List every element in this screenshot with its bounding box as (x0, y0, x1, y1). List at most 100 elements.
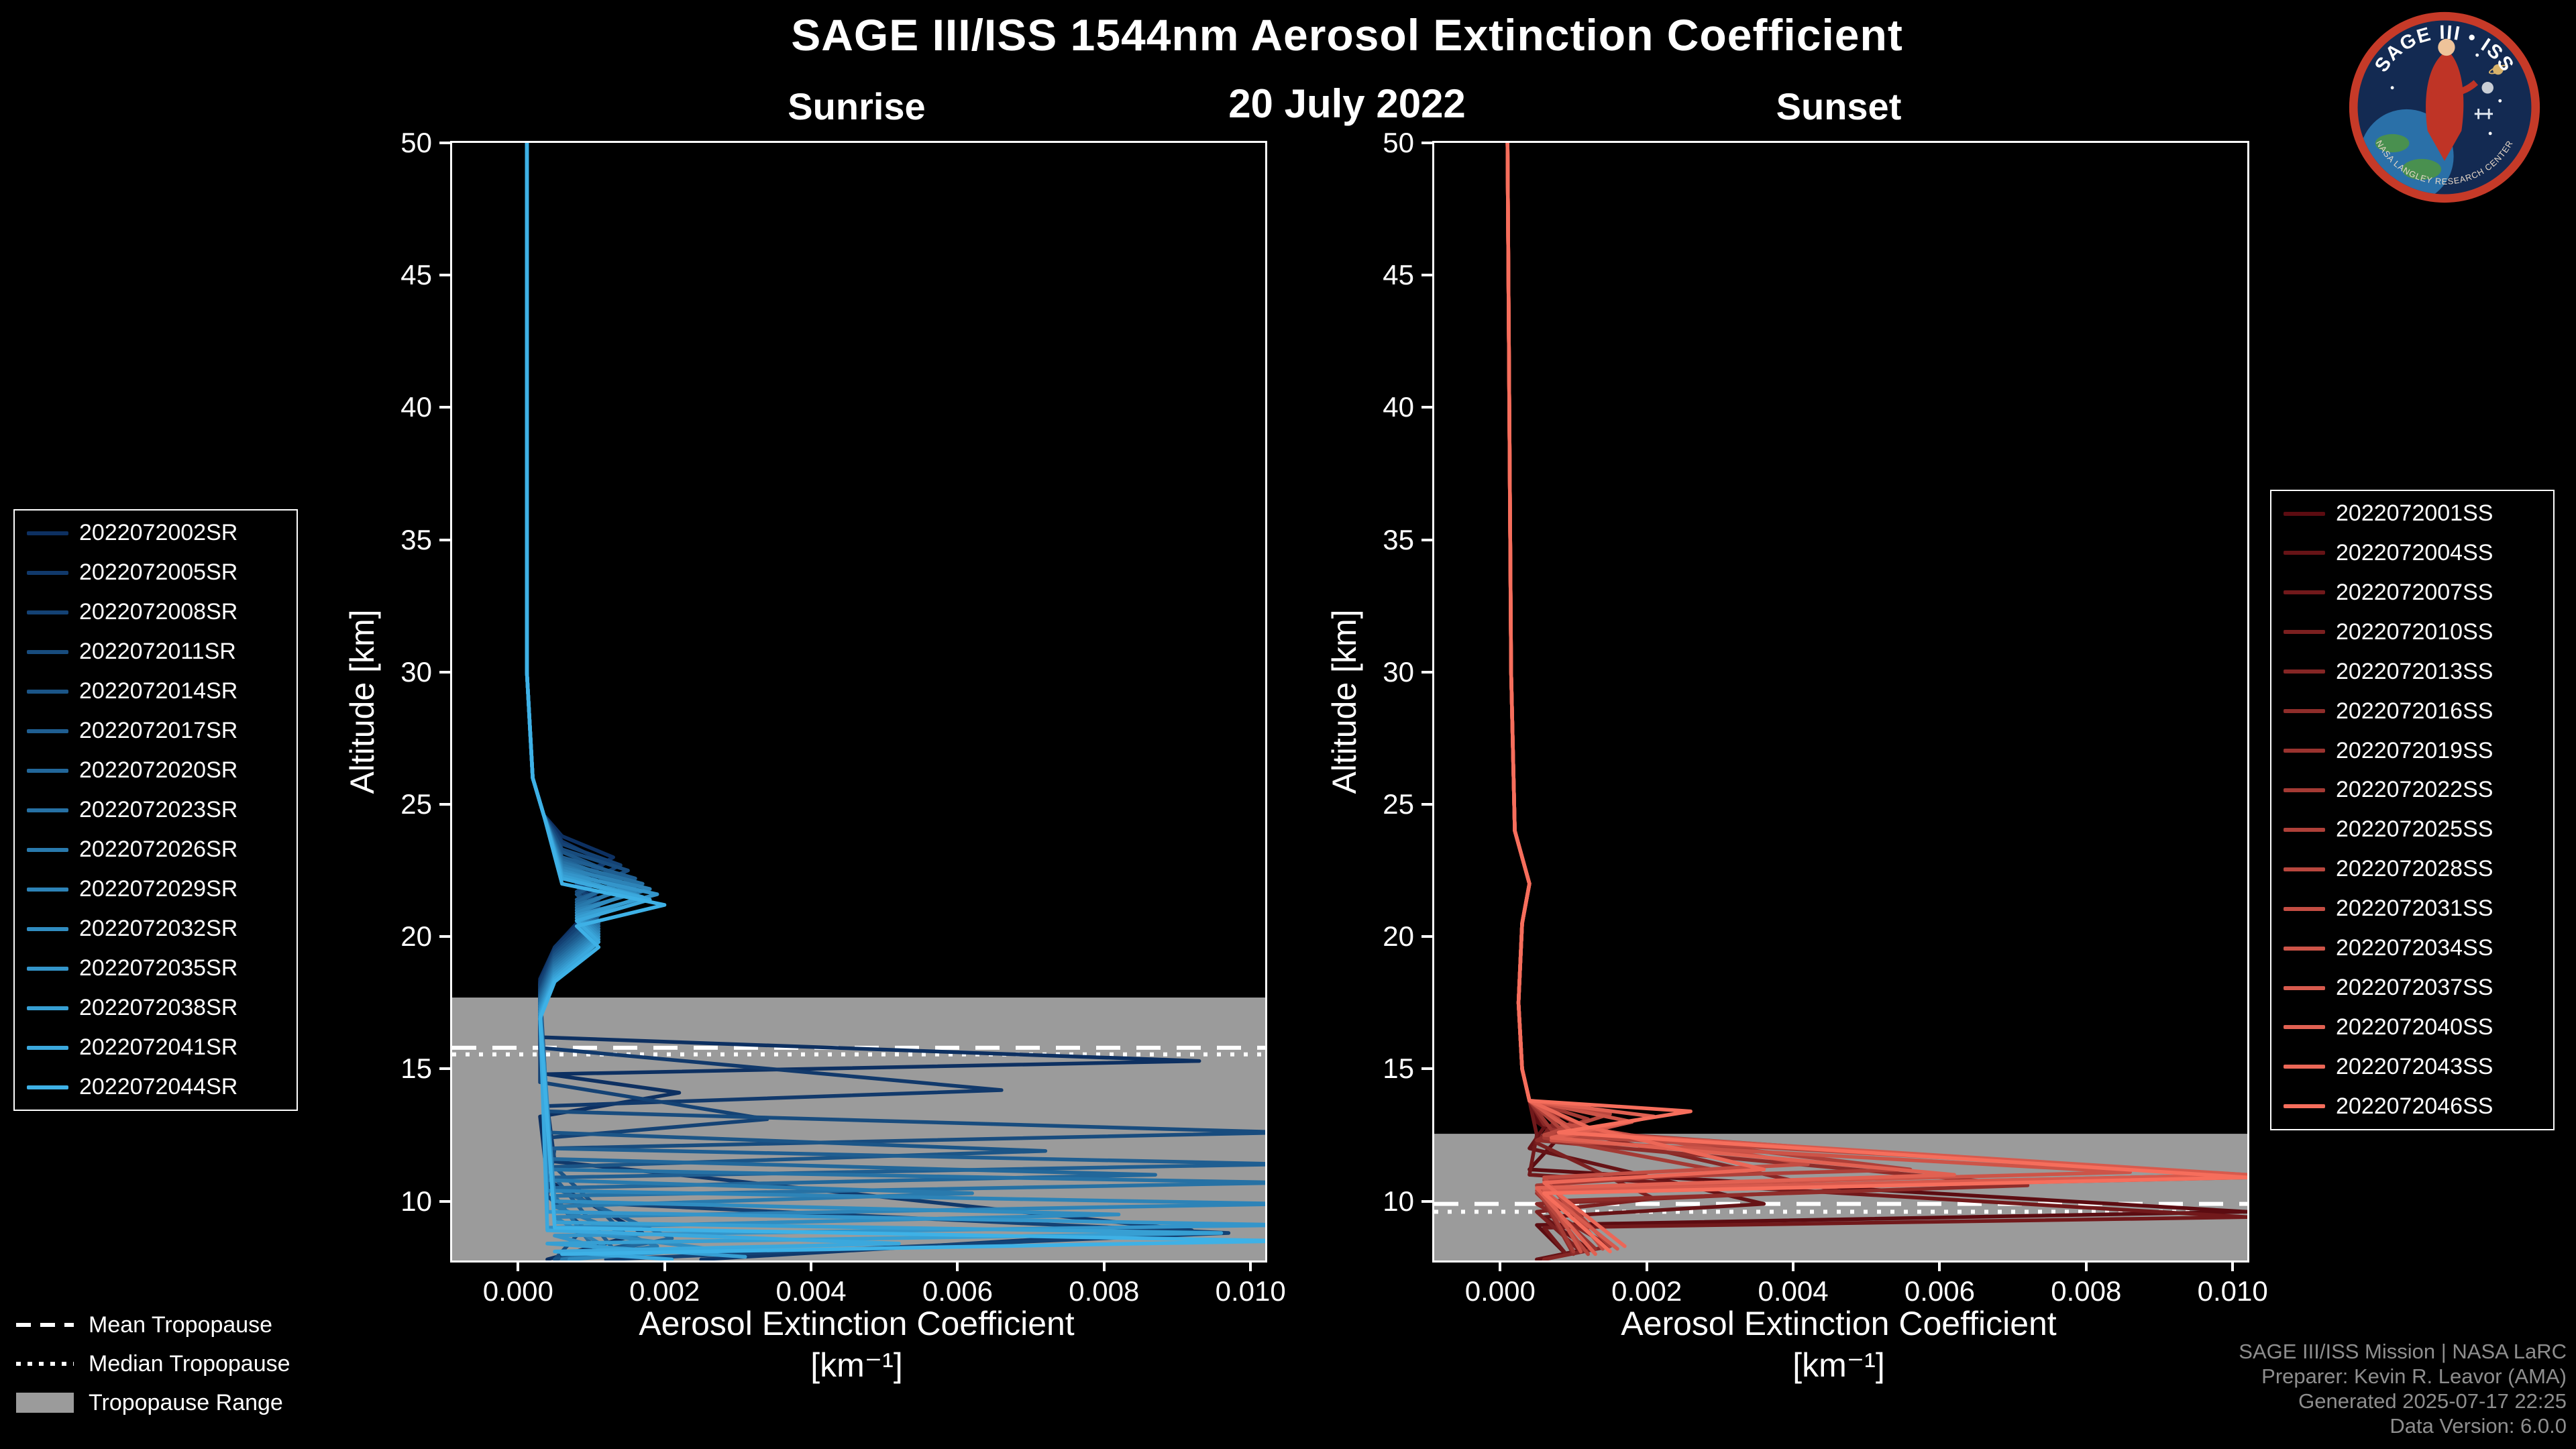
legend-item: 2022072008SR (27, 599, 284, 625)
legend-line-sample (27, 570, 68, 575)
x-tick-label: 0.010 (2197, 1275, 2268, 1307)
legend-line-sample (27, 768, 68, 773)
legend-line-sample (2284, 946, 2325, 951)
x-axis-label-sunset: Aerosol Extinction Coefficient [km⁻¹] (1432, 1304, 2245, 1385)
sunrise-plot-canvas (452, 143, 1265, 1260)
y-tick-mark (1421, 142, 1432, 144)
x-tick-mark (663, 1260, 666, 1271)
credit-preparer: Preparer: Kevin R. Leavor (AMA) (2261, 1364, 2567, 1388)
legend-item: 2022072022SS (2284, 777, 2541, 803)
profile-line-2022072031SS (1505, 143, 1810, 1251)
legend-item: 2022072014SR (27, 678, 284, 704)
legend-label: 2022072038SR (79, 995, 238, 1020)
legend-item: 2022072046SS (2284, 1093, 2541, 1120)
panel-title-sunrise: Sunrise (788, 85, 926, 127)
credit-mission: SAGE III/ISS Mission | NASA LaRC (2239, 1340, 2567, 1363)
y-tick-label: 50 (1383, 127, 1414, 158)
legend-label: 2022072004SS (2336, 539, 2493, 566)
x-tick-mark (1102, 1260, 1106, 1271)
y-tick-label: 15 (1383, 1053, 1414, 1085)
legend-item: 2022072023SR (27, 797, 284, 823)
y-tick-label: 30 (400, 655, 432, 688)
legend-item: 2022072028SS (2284, 856, 2541, 882)
credit-block: SAGE III/ISS Mission | NASA LaRC Prepare… (2239, 1339, 2567, 1438)
x-tick-mark (1499, 1260, 1502, 1271)
profile-line-2022072037SS (1505, 143, 2247, 1251)
x-axis-label-text: Aerosol Extinction Coefficient (639, 1305, 1075, 1342)
y-tick-mark (1421, 1067, 1432, 1071)
y-tick-mark (439, 935, 450, 938)
legend-item: 2022072031SS (2284, 896, 2541, 922)
x-tick-mark (1938, 1260, 1941, 1271)
legend-line-sample (2284, 1104, 2325, 1109)
legend-line-sample (27, 1045, 68, 1050)
legend-line-sample (27, 610, 68, 614)
y-tick-label: 25 (1383, 788, 1414, 820)
y-tick-label: 50 (400, 127, 432, 158)
legend-label: 2022072017SR (79, 718, 238, 743)
legend-label: 2022072040SS (2336, 1014, 2493, 1040)
sunrise-series-legend: 2022072002SR 2022072005SR 2022072008SR 2022… (13, 509, 298, 1111)
legend-line-sample (2284, 788, 2325, 792)
profile-line-2022072022SS (1505, 143, 1729, 1254)
legend-line-sample (27, 887, 68, 892)
x-axis-label-sunrise: Aerosol Extinction Coefficient [km⁻¹] (450, 1304, 1263, 1385)
legend-label: 2022072044SR (79, 1074, 238, 1099)
legend-label: 2022072022SS (2336, 777, 2493, 803)
tropopause-range-legend-item: Tropopause Range (16, 1387, 290, 1418)
legend-item: 2022072025SS (2284, 816, 2541, 843)
y-tick-mark (439, 1067, 450, 1071)
legend-label: 2022072002SR (79, 520, 238, 545)
profile-line-2022072016SS (1505, 143, 2030, 1256)
legend-line-sample (2284, 1065, 2325, 1069)
median-tropopause-legend-item: Median Tropopause (16, 1348, 290, 1379)
legend-line-sample (2284, 749, 2325, 753)
saturn-icon (2493, 64, 2504, 75)
median-tropopause-line-sample (16, 1362, 74, 1366)
y-tick-mark (1421, 406, 1432, 409)
legend-label: 2022072011SR (79, 639, 236, 664)
x-tick-label: 0.004 (775, 1275, 847, 1307)
legend-item: 2022072037SS (2284, 975, 2541, 1001)
star-icon (2488, 131, 2492, 136)
y-tick-label: 20 (1383, 920, 1414, 953)
sunset-plot-area: 0.000 0.002 0.004 0.006 0.008 0.010 10 15 20 25 30… (1383, 127, 2267, 1307)
legend-label: 2022072013SS (2336, 658, 2493, 684)
legend-item: 2022072002SR (27, 520, 284, 546)
legend-label: 2022072041SR (79, 1034, 238, 1060)
y-tick-mark (439, 670, 450, 674)
legend-label: 2022072008SR (79, 599, 238, 625)
legend-item: 2022072034SS (2284, 935, 2541, 961)
legend-label: 2022072007SS (2336, 579, 2493, 605)
legend-item: 2022072001SS (2284, 500, 2541, 527)
legend-line-sample (2284, 1025, 2325, 1030)
tropopause-range-label: Tropopause Range (89, 1389, 283, 1415)
profile-line-2022072046SS (1505, 143, 2247, 1254)
legend-label: 2022072029SR (79, 876, 238, 902)
mean-tropopause-label: Mean Tropopause (89, 1311, 273, 1338)
x-tick-mark (810, 1260, 813, 1271)
legend-line-sample (2284, 827, 2325, 832)
sage-iii-iss-logo: SAGE III • ISS NASA LANGLEY RESEARCH CEN… (2349, 11, 2540, 203)
y-tick-label: 25 (400, 788, 432, 820)
legend-item: 2022072040SS (2284, 1014, 2541, 1040)
legend-line-sample (27, 847, 68, 852)
y-tick-label: 40 (400, 391, 432, 423)
legend-line-sample (27, 808, 68, 812)
sunset-series-legend: 2022072001SS 2022072004SS 2022072007SS 2022… (2270, 490, 2555, 1130)
tropopause-legend: Mean Tropopause Median Tropopause Tropop… (16, 1309, 290, 1418)
profile-line-2022072044SR (525, 143, 1265, 1256)
legend-item: 2022072016SS (2284, 698, 2541, 724)
legend-label: 2022072035SR (79, 955, 238, 981)
y-tick-mark (1421, 1199, 1432, 1203)
figure-date: 20 July 2022 (1228, 81, 1466, 126)
legend-item: 2022072010SS (2284, 619, 2541, 645)
legend-line-sample (2284, 630, 2325, 635)
legend-line-sample (2284, 590, 2325, 595)
figure-head (2438, 38, 2455, 56)
legend-line-sample (27, 729, 68, 733)
profile-line-2022072028SS (1505, 143, 2247, 1256)
y-tick-label: 45 (400, 259, 432, 291)
earth-landmass (2402, 158, 2442, 180)
